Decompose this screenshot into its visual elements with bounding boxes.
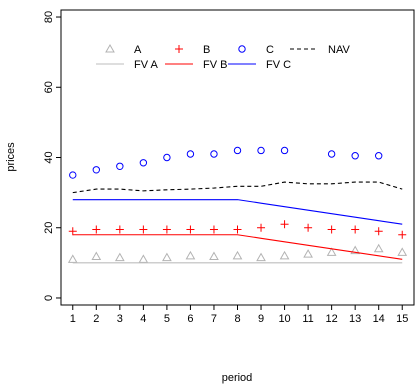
series-line-fv-c bbox=[72, 199, 403, 225]
series-line-nav bbox=[72, 181, 403, 194]
point-a bbox=[91, 251, 102, 261]
x-tick-label: 3 bbox=[117, 313, 123, 325]
point-b bbox=[280, 220, 289, 229]
point-b bbox=[304, 223, 313, 232]
point-c bbox=[351, 152, 359, 160]
point-a bbox=[209, 251, 219, 261]
y-tick-label: 60 bbox=[43, 81, 55, 93]
point-c bbox=[280, 146, 289, 155]
x-tick-label: 7 bbox=[211, 313, 217, 325]
series-line-fv-b bbox=[72, 234, 403, 260]
x-tick-label: 15 bbox=[396, 313, 408, 325]
point-a bbox=[162, 252, 172, 262]
point-b bbox=[398, 230, 407, 239]
point-c bbox=[116, 162, 124, 170]
data-layer bbox=[67, 146, 408, 264]
x-axis-title: period bbox=[222, 372, 253, 384]
legend-item-a: A bbox=[105, 43, 142, 56]
x-tick-label: 5 bbox=[164, 313, 170, 325]
y-axis-title: prices bbox=[5, 142, 17, 172]
legend-label-c: C bbox=[266, 44, 274, 56]
legend-item-fv-c: FV C bbox=[228, 59, 291, 71]
point-a bbox=[138, 254, 149, 263]
point-a bbox=[114, 252, 125, 262]
legend-label-a: A bbox=[134, 44, 142, 56]
point-a bbox=[350, 245, 361, 255]
point-a bbox=[303, 249, 313, 258]
x-tick-label: 6 bbox=[187, 313, 193, 325]
point-a bbox=[326, 247, 337, 256]
x-tick-label: 2 bbox=[93, 313, 99, 325]
point-a bbox=[256, 252, 266, 262]
point-c bbox=[210, 150, 218, 158]
point-a bbox=[373, 243, 384, 253]
legend-label-fv-c: FV C bbox=[266, 59, 291, 71]
legend: A B C NAV FV A FV B FV C bbox=[96, 43, 350, 71]
y-tick-label: 20 bbox=[43, 222, 55, 234]
point-b bbox=[209, 225, 218, 234]
point-c bbox=[375, 152, 383, 160]
x-tick-label: 13 bbox=[349, 313, 361, 325]
point-c bbox=[163, 153, 171, 162]
point-c bbox=[327, 150, 336, 158]
legend-key-b bbox=[175, 45, 183, 53]
x-tick-label: 12 bbox=[326, 313, 338, 325]
y-tick-label: 0 bbox=[43, 295, 55, 301]
legend-label-fv-b: FV B bbox=[203, 59, 227, 71]
point-a bbox=[397, 247, 408, 256]
point-c bbox=[186, 150, 195, 158]
legend-label-nav: NAV bbox=[328, 44, 350, 56]
point-b bbox=[374, 227, 383, 236]
y-tick-label: 80 bbox=[43, 11, 55, 23]
point-a bbox=[279, 250, 290, 260]
point-c bbox=[139, 159, 148, 167]
point-b bbox=[351, 225, 360, 234]
point-a bbox=[67, 254, 78, 263]
y-tick-label: 40 bbox=[43, 151, 55, 163]
x-tick-label: 8 bbox=[234, 313, 240, 325]
x-tick-label: 1 bbox=[70, 313, 76, 325]
point-c bbox=[233, 146, 242, 155]
point-c bbox=[257, 146, 265, 155]
point-b bbox=[115, 225, 124, 234]
point-b bbox=[162, 225, 171, 234]
legend-item-c: C bbox=[238, 44, 274, 56]
point-b bbox=[257, 223, 266, 232]
point-b bbox=[139, 225, 148, 234]
point-a bbox=[185, 250, 196, 260]
legend-key-c bbox=[238, 45, 246, 53]
legend-item-fv-a: FV A bbox=[96, 59, 159, 71]
x-tick-label: 14 bbox=[373, 313, 385, 325]
x-tick-label: 9 bbox=[258, 313, 264, 325]
point-b bbox=[327, 225, 336, 234]
legend-item-fv-b: FV B bbox=[165, 59, 227, 71]
point-a bbox=[232, 250, 243, 260]
x-tick-label: 4 bbox=[140, 313, 146, 325]
legend-label-b: B bbox=[203, 44, 210, 56]
point-c bbox=[69, 171, 77, 179]
point-b bbox=[233, 225, 242, 234]
x-tick-label: 10 bbox=[278, 313, 290, 325]
legend-item-nav: NAV bbox=[290, 44, 350, 56]
point-b bbox=[68, 227, 77, 236]
legend-item-b: B bbox=[175, 44, 210, 56]
point-b bbox=[92, 225, 101, 234]
plot-frame bbox=[60, 9, 415, 306]
legend-label-fv-a: FV A bbox=[134, 59, 159, 71]
x-tick-label: 11 bbox=[302, 313, 313, 325]
point-b bbox=[186, 225, 195, 234]
point-c bbox=[92, 166, 101, 174]
legend-key-a bbox=[105, 43, 115, 53]
